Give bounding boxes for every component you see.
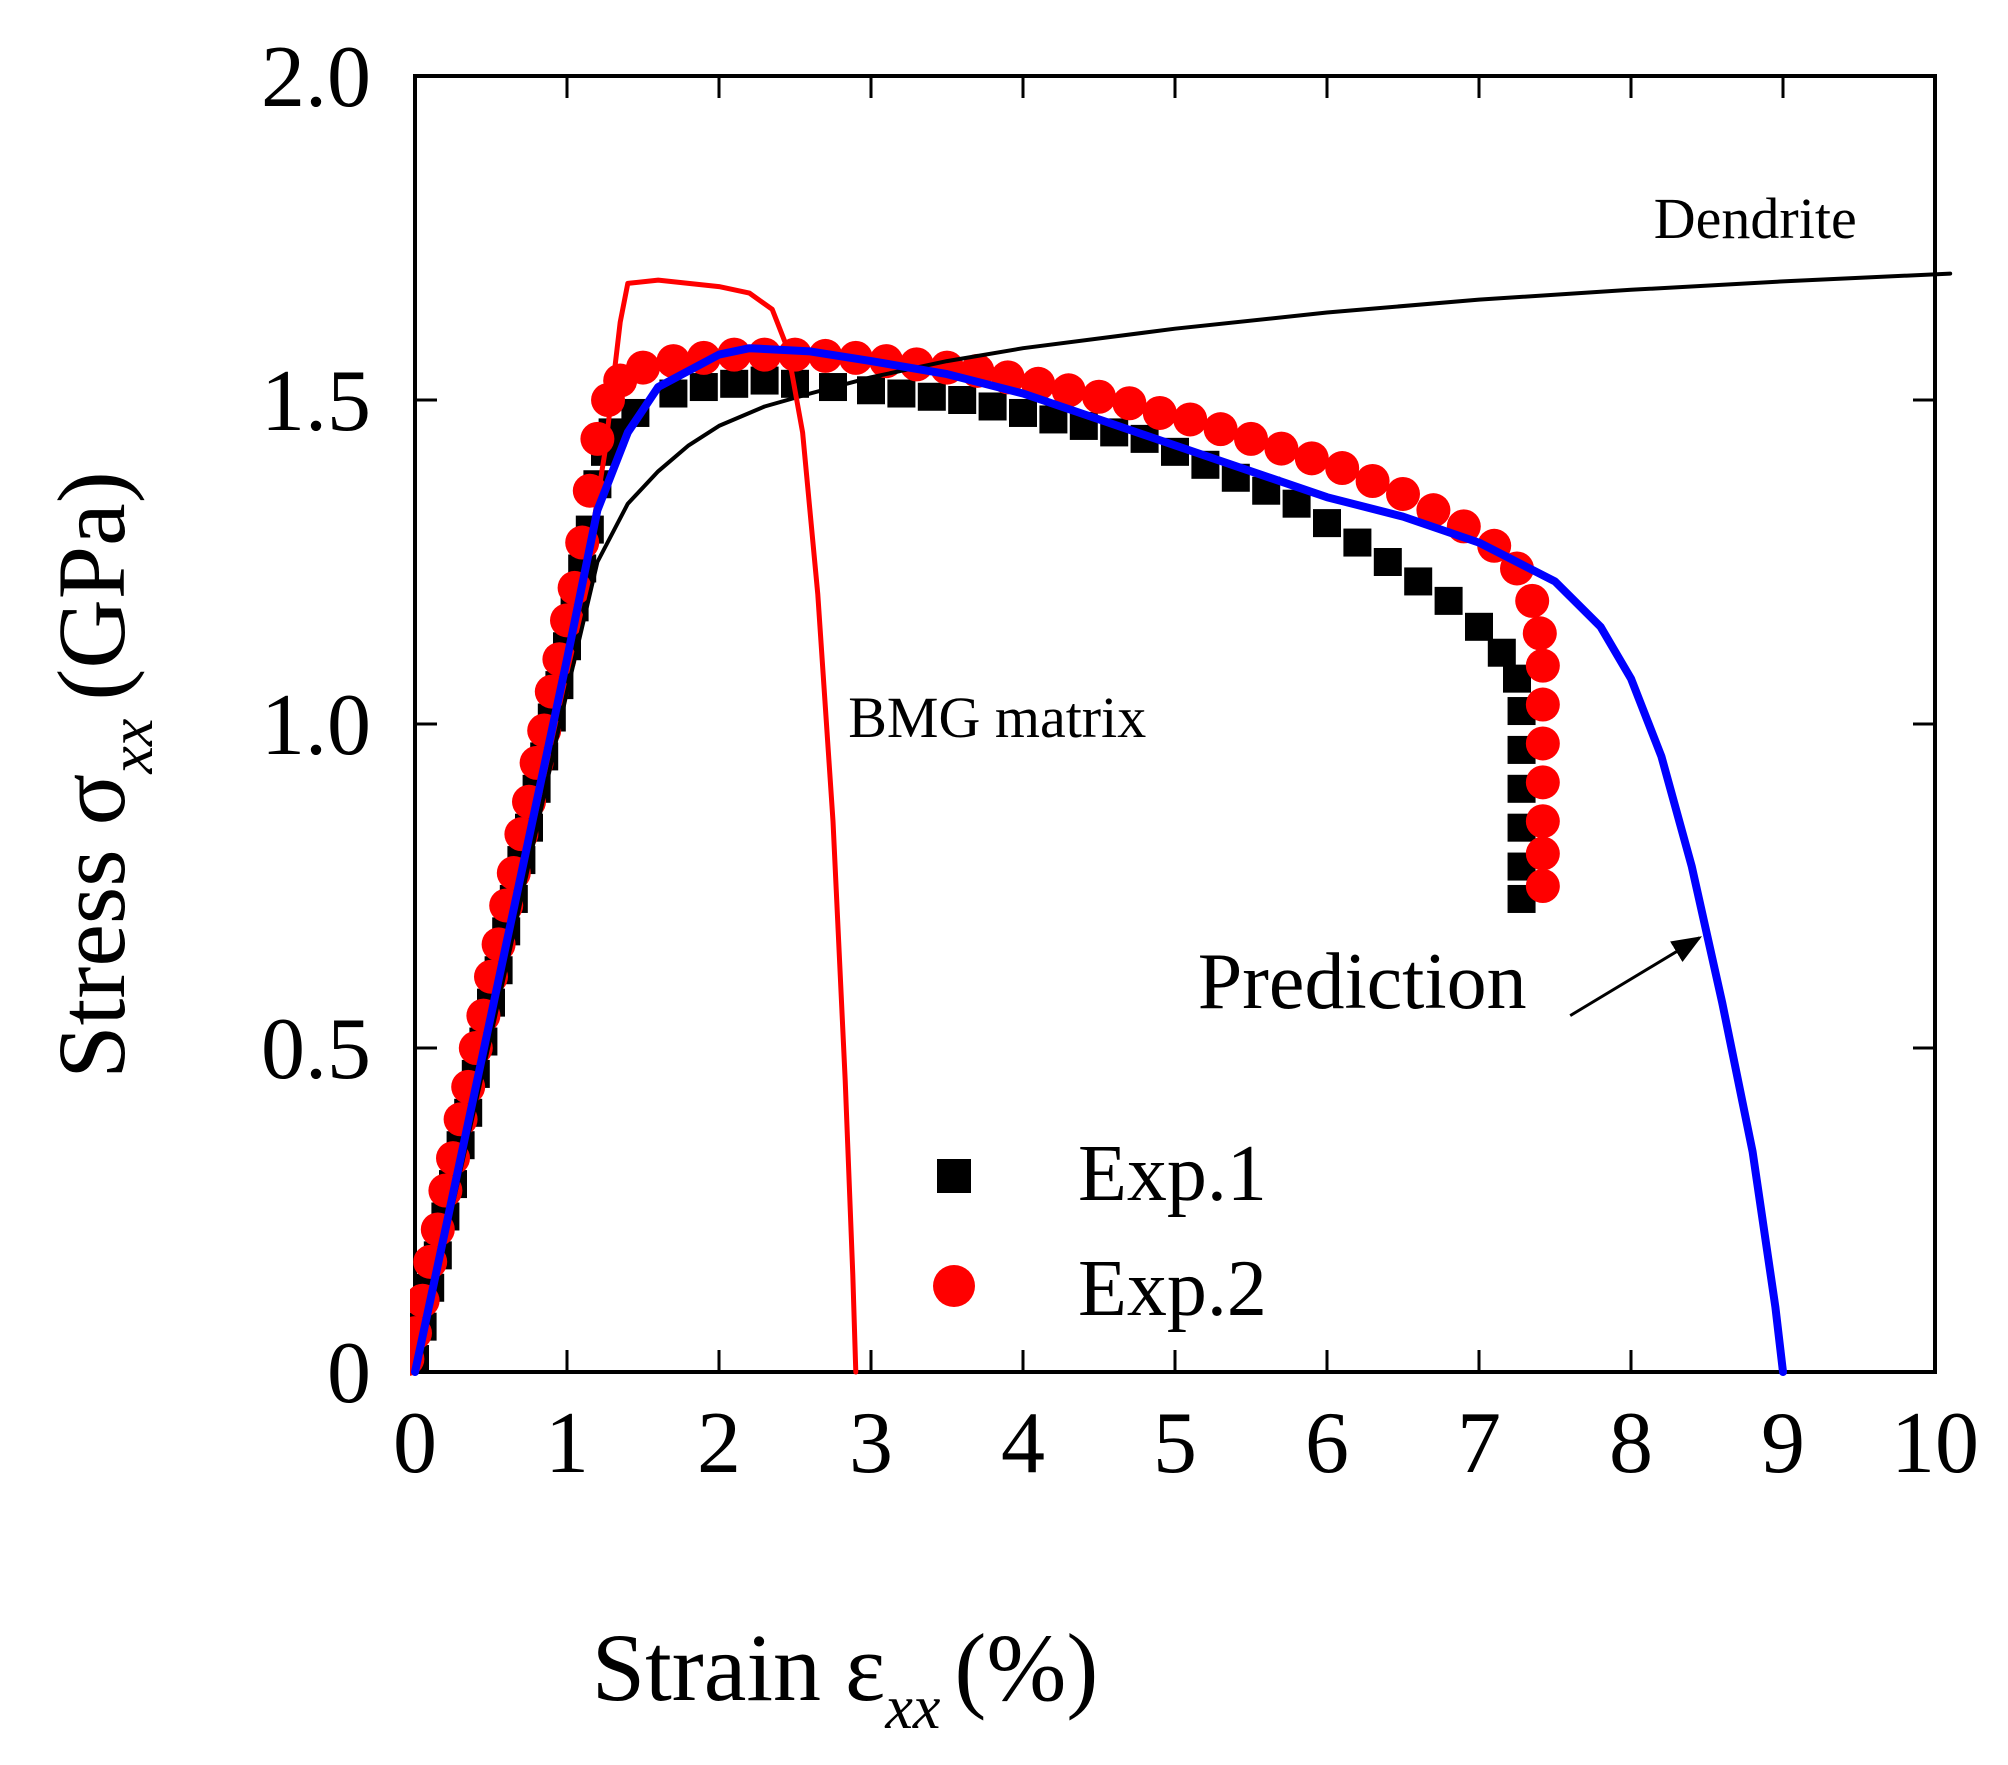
legend-marker-exp2: [933, 1265, 975, 1307]
x-axis-title-sub: xx: [884, 1674, 941, 1742]
point-exp2: [1112, 386, 1147, 421]
x-tick-label: 1: [545, 1395, 589, 1492]
legend-marker-exp1: [937, 1159, 971, 1193]
y-tick-label: 1.0: [261, 677, 371, 774]
point-exp1: [948, 386, 977, 414]
y-axis-title-sub: xx: [98, 718, 166, 775]
y-tick-label: 0: [327, 1325, 371, 1422]
legend: Exp.1 Exp.2: [933, 1130, 1267, 1333]
x-tick-label: 6: [1305, 1395, 1349, 1492]
point-exp2: [1525, 804, 1560, 839]
legend-label-exp2: Exp.2: [1078, 1245, 1267, 1333]
point-exp1: [1404, 567, 1433, 596]
annotation-prediction: Prediction: [1198, 938, 1527, 1026]
point-exp2: [1525, 648, 1560, 683]
x-tick-label: 9: [1761, 1395, 1805, 1492]
y-tick-label: 2.0: [261, 29, 371, 126]
x-axis-title-main: Strain ε: [592, 1614, 886, 1721]
point-exp1: [1282, 489, 1311, 518]
point-exp2: [747, 337, 782, 372]
point-exp2: [1515, 583, 1550, 618]
point-exp2: [1525, 765, 1560, 800]
point-exp2: [1325, 451, 1360, 486]
point-exp2: [1082, 379, 1116, 414]
prediction-arrow: [1569, 936, 1702, 1017]
series-line-bmg-matrix: [412, 277, 859, 1375]
tick-labels: 0 1 2 3 4 5 6 7 8 9 10 0 0.5 1.0 1.5 2.0: [261, 29, 1979, 1492]
point-exp2: [1142, 395, 1177, 430]
series-layer: [410, 271, 1953, 1376]
x-tick-label: 4: [1001, 1395, 1045, 1492]
x-axis-title: Strain εxx (%): [592, 1614, 1099, 1742]
x-tick-label: 10: [1891, 1395, 1979, 1492]
point-exp2: [1355, 464, 1390, 498]
point-exp2: [1173, 402, 1208, 437]
point-exp1: [1465, 612, 1493, 641]
point-exp2: [1234, 421, 1268, 456]
annotation-dendrite: Dendrite: [1654, 186, 1857, 251]
point-exp2: [1522, 616, 1557, 651]
point-exp1: [1313, 509, 1341, 538]
x-tick-label: 8: [1609, 1395, 1653, 1492]
y-tick-label: 1.5: [261, 353, 371, 450]
point-exp2: [656, 344, 691, 379]
point-exp2: [1416, 493, 1451, 528]
point-exp1: [689, 373, 718, 402]
series-line-dendrite: [413, 271, 1953, 1374]
x-tick-label: 5: [1153, 1395, 1197, 1492]
annotation-bmg-matrix: BMG matrix: [848, 685, 1146, 750]
point-exp1: [917, 382, 946, 411]
point-exp1: [1373, 548, 1402, 576]
y-axis-title: Stress σxx (GPa): [38, 471, 166, 1078]
point-exp1: [1009, 398, 1037, 427]
point-exp2: [1525, 869, 1560, 903]
point-exp1: [978, 392, 1007, 421]
x-tick-label: 3: [849, 1395, 893, 1492]
point-exp2: [1525, 836, 1560, 871]
series-line-prediction: [411, 344, 1787, 1376]
legend-label-exp1: Exp.1: [1078, 1130, 1267, 1218]
y-tick-label: 0.5: [261, 1001, 371, 1098]
point-exp2: [1525, 726, 1560, 761]
point-exp1: [1434, 586, 1463, 615]
point-exp2: [1525, 687, 1560, 722]
point-exp2: [1386, 476, 1420, 511]
point-exp2: [1203, 412, 1238, 447]
point-exp1: [720, 369, 749, 398]
x-tick-label: 7: [1457, 1395, 1501, 1492]
y-axis-title-unit: (GPa): [38, 471, 145, 700]
point-exp2: [1051, 373, 1086, 408]
point-exp2: [626, 350, 660, 385]
y-axis-title-main: Stress σ: [38, 774, 145, 1079]
point-exp2: [1294, 441, 1329, 476]
point-exp2: [1264, 431, 1299, 466]
point-exp1: [1343, 528, 1372, 557]
point-exp1: [1487, 638, 1516, 667]
x-tick-label: 2: [697, 1395, 741, 1492]
point-exp1: [887, 379, 916, 408]
axis-ticks: [413, 74, 1937, 1374]
x-tick-label: 0: [393, 1395, 437, 1492]
x-axis-title-unit: (%): [954, 1614, 1098, 1721]
